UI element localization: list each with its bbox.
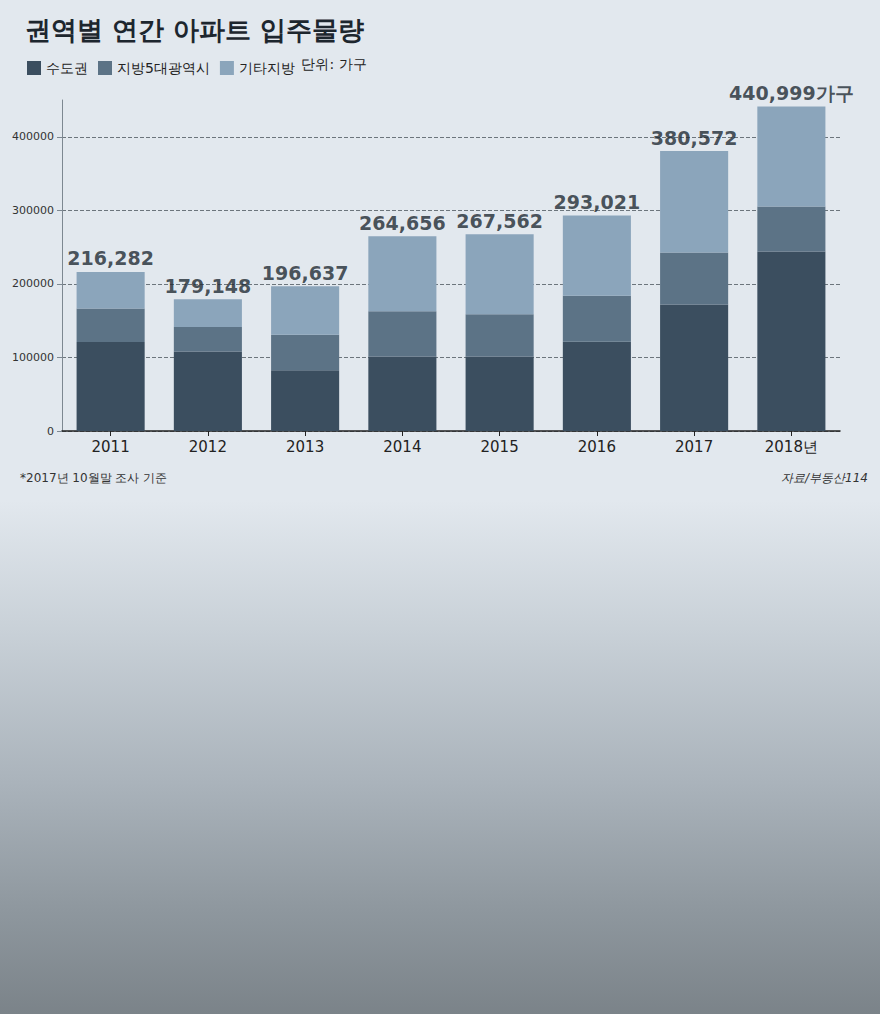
svg-text:196,637: 196,637 (262, 262, 349, 284)
svg-text:지방5대광역시: 지방5대광역시 (117, 60, 210, 76)
svg-text:2018년: 2018년 (765, 438, 818, 456)
svg-text:0: 0 (47, 425, 54, 438)
svg-text:2012: 2012 (189, 438, 227, 456)
svg-text:200000: 200000 (12, 277, 54, 290)
svg-text:2014: 2014 (383, 438, 421, 456)
svg-text:자료/부동산114: 자료/부동산114 (781, 471, 868, 485)
svg-text:기타지방: 기타지방 (239, 60, 295, 76)
svg-text:267,562: 267,562 (456, 210, 543, 232)
svg-text:단위: 가구: 단위: 가구 (301, 56, 366, 72)
svg-text:440,999가구: 440,999가구 (729, 82, 854, 104)
svg-text:293,021: 293,021 (554, 191, 641, 213)
svg-text:179,148: 179,148 (165, 275, 252, 297)
svg-text:권역별 연간 아파트 입주물량: 권역별 연간 아파트 입주물량 (25, 15, 364, 45)
svg-text:2013: 2013 (286, 438, 324, 456)
svg-text:380,572: 380,572 (651, 127, 738, 149)
svg-text:*2017년 10월말 조사 기준: *2017년 10월말 조사 기준 (20, 471, 167, 485)
svg-text:264,656: 264,656 (359, 212, 446, 234)
svg-text:2016: 2016 (578, 438, 616, 456)
svg-text:수도권: 수도권 (46, 60, 88, 76)
svg-text:400000: 400000 (12, 130, 54, 143)
svg-text:300000: 300000 (12, 204, 54, 217)
svg-text:2017: 2017 (675, 438, 713, 456)
svg-text:2011: 2011 (92, 438, 130, 456)
svg-text:2015: 2015 (481, 438, 519, 456)
svg-text:100000: 100000 (12, 351, 54, 364)
svg-text:216,282: 216,282 (67, 247, 154, 269)
